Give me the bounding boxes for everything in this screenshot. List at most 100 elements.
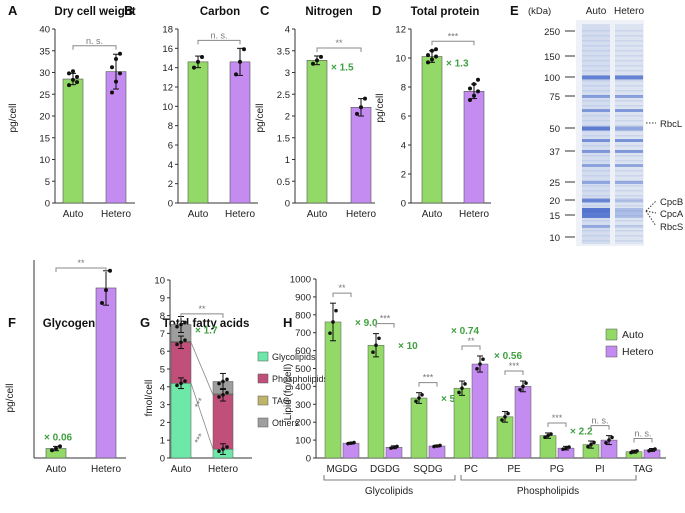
data-point-h [647, 449, 651, 453]
data-point-h [377, 336, 381, 341]
x-tick-label-c: Hetero [346, 209, 376, 220]
significance-h-label: *** [509, 361, 520, 371]
gel-band [615, 126, 643, 131]
significance-f-label: ** [77, 258, 85, 268]
gel-faint-band [582, 115, 610, 117]
significance-h-bracket [547, 422, 567, 427]
data-point-c [315, 58, 319, 63]
gel-faint-band [582, 220, 610, 222]
significance-h-bracket [375, 323, 395, 328]
gel-faint-band [615, 165, 643, 167]
gel-faint-band [615, 120, 643, 122]
legend-swatch-glycolipids [257, 351, 269, 362]
data-point-h [610, 435, 614, 440]
panel-label-c: C [260, 3, 270, 18]
gel-band [615, 213, 643, 218]
x-tick-label-f: Auto [46, 464, 67, 475]
gel-band [582, 139, 610, 142]
data-point-h [546, 433, 550, 438]
data-point-a [118, 71, 122, 76]
data-point-d [430, 57, 434, 62]
data-point-d [468, 86, 472, 91]
data-point-g [221, 379, 225, 384]
stack-glycolipids-auto [170, 382, 192, 459]
y-axis-label-g: fmol/cell [144, 380, 155, 417]
chart-d-ytick-label: 6 [401, 112, 406, 123]
data-point-g [175, 324, 179, 329]
bar-h-dgdg-auto [367, 344, 385, 459]
chart-g-ytick-label: 8 [160, 311, 165, 322]
gel-band [582, 150, 610, 153]
data-point-f [54, 446, 58, 451]
bar-h-pc-auto [453, 387, 471, 459]
significance-h-label: n. s. [591, 416, 608, 426]
gel-lane-label-auto: Auto [586, 6, 607, 17]
data-point-h [567, 445, 571, 449]
legend-label-phospholipids: Phospholipids [272, 374, 329, 384]
data-point-a [67, 83, 71, 88]
gel-faint-band [582, 100, 610, 102]
data-point-f [100, 301, 104, 306]
data-point-c [359, 105, 363, 110]
gel-marker-label: 150 [544, 52, 560, 63]
chart-b-ytick-label: 8 [168, 121, 173, 132]
gel-faint-band [582, 45, 610, 47]
bar-c-auto [306, 60, 328, 204]
stack-phospholipids-hetero [212, 394, 234, 450]
chart-a-ytick-label: 35 [39, 46, 50, 57]
gel-band [615, 150, 643, 153]
chart-c-ytick-label: 3 [285, 68, 290, 79]
data-point-h [328, 331, 332, 336]
data-point-g [217, 381, 221, 386]
chart-c-ytick-label: 3.5 [277, 46, 290, 57]
fold-change-h: × 2.2 [570, 427, 593, 438]
chart-g-ytick-label: 7 [160, 329, 165, 340]
y-axis-label-c: pg/cell [255, 104, 266, 133]
significance-b-label: n. s. [210, 30, 227, 40]
gel-faint-band [615, 205, 643, 207]
data-point-f [58, 444, 62, 449]
gel-faint-band [582, 65, 610, 67]
gel-faint-band [615, 35, 643, 37]
gel-marker-label: 75 [549, 92, 560, 103]
gel-faint-band [582, 30, 610, 32]
y-axis-label-h: Lipid (fg/cell) [283, 364, 294, 421]
data-point-h [331, 320, 335, 324]
gel-band [582, 164, 610, 167]
data-point-h [586, 444, 590, 449]
panel-label-e: E [510, 3, 519, 18]
data-point-h [334, 308, 338, 313]
fold-change-h: × 10 [398, 341, 418, 352]
chart-a-ytick-label: 10 [39, 155, 50, 166]
gel-annotation-rbcs: RbcS [660, 222, 683, 233]
chart-title-f: Glycogen [43, 318, 95, 330]
data-point-a [110, 65, 114, 70]
gel-faint-band [582, 145, 610, 147]
data-point-h [435, 444, 439, 448]
gel-faint-band [582, 175, 610, 177]
chart-a-ytick-label: 40 [39, 25, 50, 36]
gel-faint-band [615, 180, 643, 182]
panel-label-d: D [372, 3, 381, 18]
data-point-g [225, 390, 229, 395]
data-point-a [75, 80, 79, 85]
significance-g-label: ** [198, 304, 206, 314]
bar-c-hetero [350, 107, 372, 204]
gel-band [615, 181, 643, 184]
data-point-h [475, 367, 479, 371]
data-point-a [114, 57, 118, 62]
gel-faint-band [582, 180, 610, 182]
gel-faint-band [615, 130, 643, 132]
gel-faint-band [582, 170, 610, 172]
significance-h-label: n. s. [634, 429, 651, 439]
chart-d-ytick-label: 4 [401, 141, 406, 152]
fold-change-d: × 1.3 [446, 59, 469, 70]
connector-line-g [190, 383, 214, 450]
data-point-b [196, 59, 200, 64]
gel-faint-band [582, 190, 610, 192]
x-tick-label-a: Hetero [101, 209, 131, 220]
gel-faint-band [582, 55, 610, 57]
significance-h-bracket [418, 382, 438, 387]
data-point-h [506, 411, 510, 416]
chart-title-d: Total protein [411, 6, 480, 18]
